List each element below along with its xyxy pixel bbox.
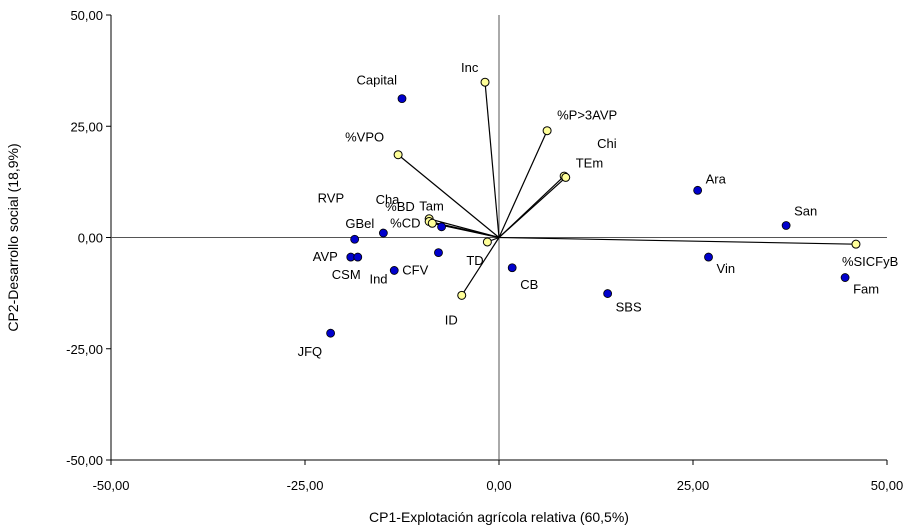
point-label-cha: Cha [376,192,401,207]
observation-point-ara [693,185,703,195]
point-label-cb: CB [520,277,538,292]
vector-vpo [397,154,500,238]
vector-tem [498,176,567,238]
observation-point-cb [507,263,517,273]
variable-point-tem [561,172,571,182]
x-axis-title: CP1-Explotación agrícola relativa (60,5%… [369,509,629,525]
y-tick-label: 0,00 [78,231,103,246]
point-label-sicfyb: %SICFyB [842,254,898,269]
point-label-tem: TEm [576,155,603,170]
variable-point-tam [427,218,437,228]
x-tick-label: -50,00 [93,478,130,493]
observation-point-csm [353,252,363,262]
y-tick-label: -25,00 [66,342,103,357]
y-tick-label: 50,00 [70,8,103,23]
observation-point-cfv [389,266,399,275]
vector-inc [484,82,500,238]
point-label-ind: Ind [369,272,387,287]
data-points [326,77,861,338]
observation-point-cha [437,222,446,232]
point-label-rvp: RVP [318,190,345,205]
y-tick-label: -50,00 [66,453,103,468]
observation-point-sbs [603,289,613,298]
point-label-bd: %BD [385,199,415,214]
observation-point-san [781,221,791,230]
variable-point-p-3avp [542,126,552,136]
point-label-td: TD [466,253,483,268]
point-label-avp: AVP [313,249,338,264]
point-label-cfv: CFV [402,262,428,277]
observation-point-fam [840,273,850,282]
point-label-tam: Tam [419,198,444,213]
point-label-jfq: JFQ [298,344,323,359]
point-label-cd: %CD [390,215,420,230]
point-label-vin: Vin [717,261,736,276]
observation-point-rvp [350,234,360,244]
point-label-san: San [794,203,817,218]
x-tick-label: 0,00 [486,478,511,493]
variable-point-vpo [393,150,403,160]
variable-point-td [482,237,492,247]
y-tick-label: 25,00 [70,119,103,134]
point-label-id: ID [445,312,458,327]
variable-point-sicfyb [851,239,861,249]
observation-point-capital [397,94,407,104]
observation-point-ind [434,248,443,258]
vector-p-3avp [498,130,548,238]
axes: -50,00 -25,00 0,00 25,00 50,00 -50,00 -25,00 0,… [66,8,903,493]
point-label-capital: Capital [357,73,398,88]
observation-point-jfq [326,328,336,338]
point-label-gbel: GBel [345,216,374,231]
observation-point-gbel [378,228,388,238]
point-label-fam: Fam [853,282,879,297]
vector-id [461,237,500,296]
variable-point-id [457,290,467,300]
point-label-vpo: %VPO [345,130,384,145]
point-label-sbs: SBS [616,300,642,315]
x-tick-label: 50,00 [871,478,904,493]
point-label-inc: Inc [461,60,479,75]
observation-point-vin [704,252,713,262]
vector-sicfyb [498,236,856,245]
point-label-p-3avp: %P>3AVP [557,108,617,123]
variable-point-inc [480,77,490,87]
point-label-chi: Chi [597,136,617,151]
x-tick-label: 25,00 [677,478,710,493]
x-tick-label: -25,00 [287,478,324,493]
point-label-csm: CSM [332,267,361,282]
variable-vectors [397,82,856,296]
y-axis-title: CP2-Desarrollo social (18,9%) [5,143,21,331]
point-label-ara: Ara [706,171,727,186]
